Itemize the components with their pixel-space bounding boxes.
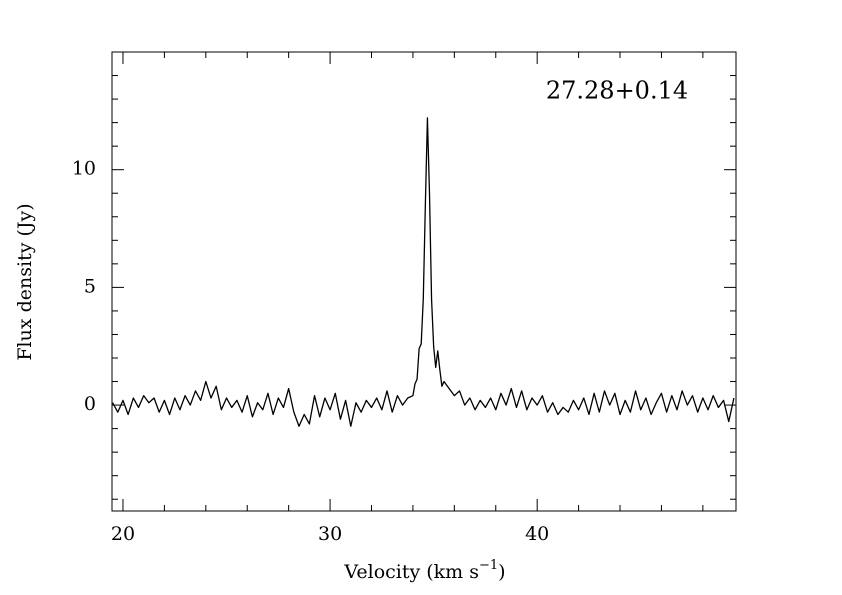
- x-label-sup: −1: [479, 558, 498, 573]
- y-tick-label: 5: [84, 275, 96, 297]
- y-tick-label: 10: [72, 158, 96, 180]
- y-axis-label: Flux density (Jy): [14, 203, 36, 360]
- x-tick-label: 40: [525, 523, 549, 545]
- x-tick-label: 30: [318, 523, 342, 545]
- x-label-main: Velocity (km s: [343, 561, 479, 583]
- y-tick-label: 0: [84, 393, 96, 415]
- x-label-end: ): [498, 561, 505, 583]
- annotation: 27.28+0.14: [546, 77, 688, 105]
- spectrum-line: [112, 117, 735, 427]
- x-tick-label: 20: [111, 523, 135, 545]
- x-axis-label: Velocity (km s−1): [343, 558, 505, 584]
- plot-frame: [111, 51, 737, 512]
